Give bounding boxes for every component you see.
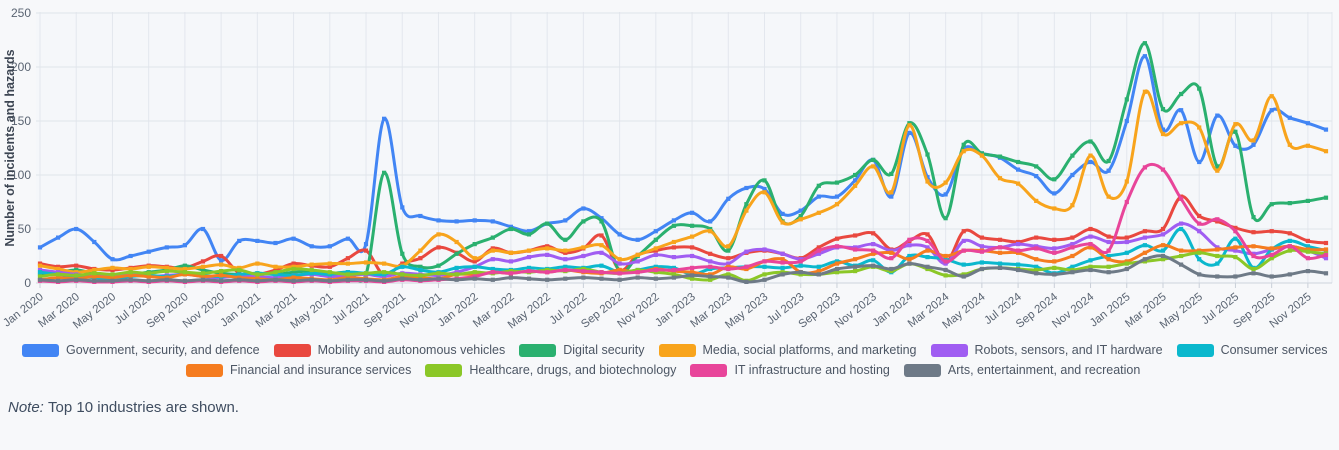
- legend-label: Arts, entertainment, and recreation: [947, 363, 1141, 378]
- legend-label: Consumer services: [1220, 343, 1328, 358]
- legend-row-1: Government, security, and defence Mobilit…: [22, 344, 1339, 357]
- legend-swatch: [425, 364, 463, 377]
- note-text: Top 10 industries are shown.: [48, 399, 239, 416]
- legend-item[interactable]: Mobility and autonomous vehicles: [273, 343, 506, 358]
- legend-label: Healthcare, drugs, and biotechnology: [469, 363, 677, 378]
- legend-swatch: [519, 344, 557, 357]
- chart-note: Note: Top 10 industries are shown.: [8, 399, 1339, 416]
- y-tick-label: 50: [18, 222, 32, 236]
- y-tick-label: 200: [11, 60, 31, 74]
- series-1: [37, 54, 1329, 263]
- legend-swatch: [930, 344, 968, 357]
- legend-item[interactable]: Robots, sensors, and IT hardware: [930, 343, 1163, 358]
- x-tick-label: Nov 2024: [1050, 291, 1097, 331]
- legend-label: IT infrastructure and hosting: [734, 363, 890, 378]
- legend-label: Robots, sensors, and IT hardware: [974, 343, 1163, 358]
- chart-area: 0 50 100 150 200 250 Jan 2020 Mar 2020 May 2020 J…: [0, 0, 1339, 340]
- legend-swatch: [1176, 344, 1214, 357]
- y-axis-title: Number of incidents and hazards: [3, 49, 17, 246]
- legend-item[interactable]: Media, social platforms, and marketing: [658, 343, 917, 358]
- legend-item[interactable]: IT infrastructure and hosting: [690, 363, 890, 378]
- legend-label: Digital security: [563, 343, 645, 358]
- series-10: [37, 253, 1329, 284]
- legend-label: Government, security, and defence: [66, 343, 260, 358]
- legend-label: Financial and insurance services: [230, 363, 412, 378]
- legend-swatch: [690, 364, 728, 377]
- y-tick-label: 0: [24, 276, 31, 290]
- legend-label: Mobility and autonomous vehicles: [317, 343, 506, 358]
- legend-item[interactable]: Consumer services: [1176, 343, 1328, 358]
- legend-row-2: Financial and insurance services Healthca…: [186, 364, 1339, 377]
- legend-swatch: [186, 364, 223, 377]
- legend-swatch: [903, 364, 941, 377]
- legend-swatch: [22, 344, 59, 357]
- legend-item[interactable]: Government, security, and defence: [22, 344, 260, 357]
- y-tick-label: 150: [11, 114, 31, 128]
- legend-swatch: [658, 344, 696, 357]
- chart-legend: Government, security, and defence Mobilit…: [0, 344, 1339, 377]
- note-prefix: Note:: [8, 399, 49, 416]
- y-tick-label: 250: [11, 6, 31, 20]
- y-tick-label: 100: [11, 168, 31, 182]
- legend-label: Media, social platforms, and marketing: [702, 343, 917, 358]
- legend-item[interactable]: Financial and insurance services: [186, 364, 411, 377]
- legend-item[interactable]: Healthcare, drugs, and biotechnology: [425, 364, 676, 377]
- legend-swatch: [273, 344, 311, 357]
- legend-item[interactable]: Arts, entertainment, and recreation: [903, 363, 1141, 378]
- legend-item[interactable]: Digital security: [519, 343, 645, 358]
